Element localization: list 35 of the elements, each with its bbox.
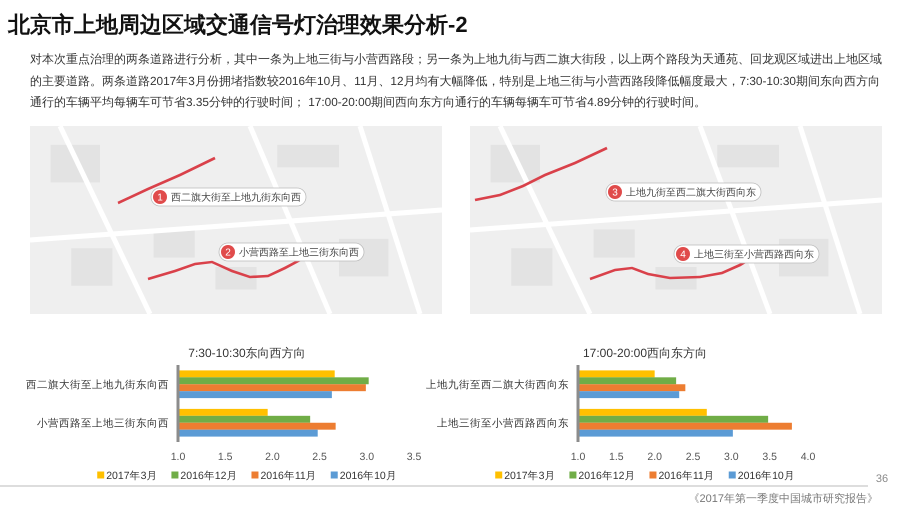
- x-tick-label: 2.0: [647, 451, 662, 463]
- x-tick-label: 4.0: [800, 451, 816, 463]
- x-tick-label: 3.0: [359, 451, 374, 463]
- legend-label: 2017年3月: [106, 470, 158, 482]
- x-tick-label: 2.5: [312, 451, 328, 463]
- y-tick-label: 上地三街至小营西路西向东: [437, 416, 569, 430]
- text: 对本次重点治理的两条道路进行分析，其中一条为上地三街与小营西路段；另一条为上地九街与西二旗大街段，以上两个路段为天通苑、回龙观区域进出上地区域的主要道路。两条道路2017年3月份拥堵指数较2016年10月、11月、12月均有大幅降低，特别是上地三街与小营西路段降低幅度最大，7:30-10:30期间东向西方向通行的车辆平均每辆车可节省3.35分钟的行驶时间； 17:00-20:00期间西向东方向通行的车辆每辆车可节省4.89分钟的行驶时间。: [30, 51, 882, 111]
- x-tick-label: 2.5: [686, 451, 700, 463]
- text: 3 上地九街至西二旗大街西向东: [612, 186, 756, 198]
- text: 36: [876, 473, 888, 485]
- legend-label: 2016年11月: [260, 470, 317, 482]
- x-tick-label: 3.0: [724, 451, 739, 463]
- text: 1 西二旗大街至上地九街东向西: [157, 192, 301, 204]
- y-tick-label: 西二旗大街至上地九街东向西: [26, 378, 169, 391]
- legend-label: 2016年10月: [738, 470, 795, 482]
- x-tick-label: 1.5: [218, 451, 233, 463]
- x-tick-label: 1.0: [170, 451, 186, 463]
- x-tick-label: 3.5: [406, 451, 422, 463]
- y-tick-label: 上地九街至西二旗大街西向东: [426, 378, 569, 391]
- legend-label: 2016年10月: [340, 470, 397, 482]
- x-tick-label: 1.5: [609, 451, 624, 463]
- chart-title: 17:00-20:00西向东方向: [582, 346, 708, 360]
- y-tick-label: 小营西路至上地三街东向西: [37, 416, 169, 430]
- text: 2 小营西路至上地三街东向西: [225, 246, 359, 258]
- text: 4 上地三街至小营西路西向东: [680, 248, 814, 260]
- text: 《2017年第一季度中国城市研究报告》: [688, 492, 878, 505]
- legend-label: 2017年3月: [504, 470, 556, 482]
- legend-label: 2016年12月: [578, 470, 636, 482]
- legend-label: 2016年11月: [658, 470, 715, 482]
- x-tick-label: 2.0: [265, 451, 280, 463]
- chart-title: 7:30-10:30东向西方向: [188, 346, 306, 360]
- text: 北京市上地周边区域交通信号灯治理效果分析-2: [8, 11, 468, 39]
- x-tick-label: 1.0: [570, 451, 586, 463]
- x-tick-label: 3.5: [762, 451, 778, 463]
- legend-label: 2016年12月: [180, 470, 238, 482]
